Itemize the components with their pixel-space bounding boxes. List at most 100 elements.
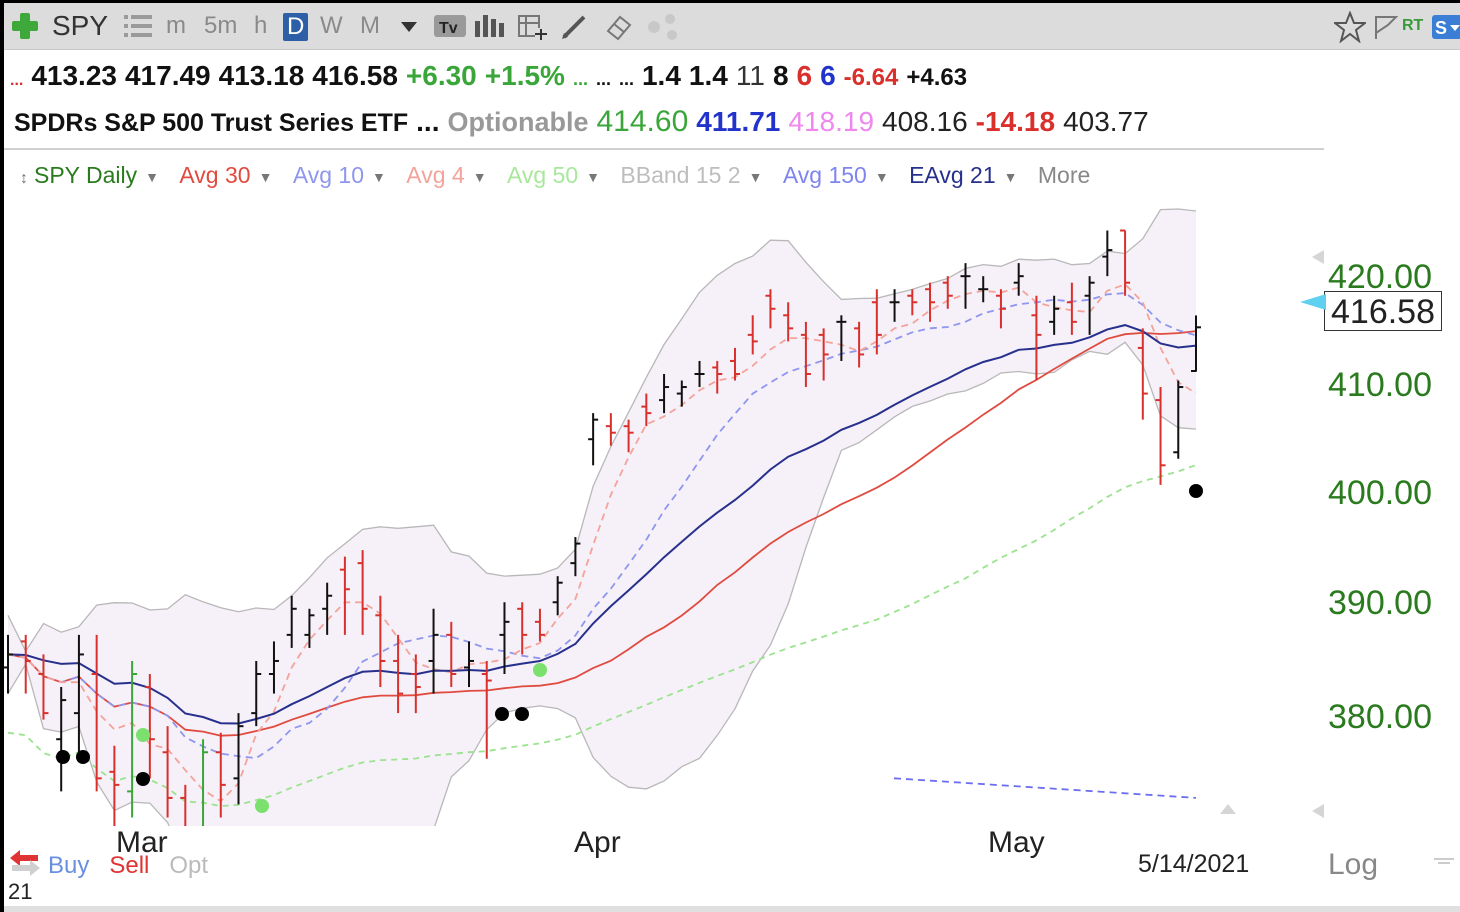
price-bar <box>73 634 84 753</box>
avg4-line <box>7 283 1197 803</box>
list-icon[interactable] <box>124 13 152 47</box>
legend-avg30[interactable]: Avg 30 ▼ <box>179 160 272 192</box>
share-icon[interactable] <box>646 13 680 47</box>
legend-eavg21[interactable]: EAvg 21 ▼ <box>909 160 1017 192</box>
text-toggle-icon[interactable]: Tv <box>434 13 466 47</box>
buy-button[interactable]: Buy <box>48 851 90 879</box>
legend-more-button[interactable]: More <box>1037 162 1091 188</box>
scroll-up-icon[interactable] <box>1218 802 1238 816</box>
quote-change: +6.30 <box>405 60 477 91</box>
quote-count-6-blue: 6 <box>820 60 836 91</box>
interval-hour[interactable]: h <box>254 12 268 39</box>
price-bar <box>1120 229 1131 296</box>
chevron-down-icon[interactable]: ▼ <box>472 168 487 185</box>
avg10-line <box>7 292 1197 760</box>
chevron-down-icon[interactable]: ▼ <box>874 168 889 185</box>
price-bar <box>942 276 953 309</box>
legend-spy-daily[interactable]: ↕ SPY Daily ▼ <box>20 160 159 194</box>
toolbar: SPY m 5m h D W M Tv RT S <box>4 3 1460 50</box>
legend-bband[interactable]: BBand 15 2 ▼ <box>620 160 762 192</box>
quote-change-pct: +1.5% <box>484 60 565 91</box>
x-label-apr: Apr <box>574 826 621 859</box>
realtime-label[interactable]: RT <box>1402 17 1424 34</box>
interval-daily[interactable]: D <box>283 13 309 41</box>
legend-avg10[interactable]: Avg 10 ▼ <box>293 160 386 192</box>
log-scale-toggle[interactable]: Log <box>1328 848 1379 881</box>
trade-arrows-icon[interactable] <box>8 848 42 885</box>
legend-avg150[interactable]: Avg 150 ▼ <box>783 160 889 192</box>
scroll-left-icon[interactable] <box>1310 802 1326 820</box>
price-bar <box>162 726 173 818</box>
avg50-line <box>7 464 1197 808</box>
add-study-icon[interactable] <box>518 13 548 47</box>
chevron-down-icon[interactable]: ▼ <box>372 168 386 185</box>
quote-ellipsis-3: ... <box>618 69 634 89</box>
add-symbol-icon[interactable] <box>10 11 40 45</box>
quote-line: ... 413.23 417.49 413.18 416.58 +6.30 +1.5%...… <box>10 58 975 94</box>
quote-count-11: 11 <box>735 60 765 91</box>
scroll-up-left-icon[interactable] <box>1310 248 1326 266</box>
eraser-icon[interactable] <box>604 13 634 47</box>
legend-avg4[interactable]: Avg 4 ▼ <box>406 160 486 192</box>
price-bar <box>1155 387 1166 485</box>
interval-dropdown-icon[interactable] <box>400 13 418 47</box>
interval-minute[interactable]: m <box>166 12 186 39</box>
signal-dot <box>56 750 70 764</box>
bar-chart-icon[interactable] <box>474 13 504 47</box>
chevron-down-icon[interactable]: ▼ <box>145 168 159 185</box>
price-bars <box>4 229 1201 826</box>
menu-lines-icon[interactable] <box>1434 856 1454 866</box>
price-bar <box>4 634 13 694</box>
y-tick-410: 410.00 <box>1328 366 1432 404</box>
alert-flag-icon[interactable] <box>1374 13 1398 47</box>
avg30-line <box>7 330 1197 737</box>
interval-5min[interactable]: 5m <box>204 12 238 39</box>
price-bar <box>268 641 279 694</box>
favorite-star-icon[interactable] <box>1334 11 1366 45</box>
sell-button[interactable]: Sell <box>109 851 150 879</box>
price-bar <box>960 263 971 309</box>
signal-dot <box>136 728 150 742</box>
interval-weekly[interactable]: W <box>320 12 343 39</box>
chevron-down-icon[interactable]: ▼ <box>748 168 763 185</box>
quote-positive: +4.63 <box>906 64 968 91</box>
quote-ellipsis-1: ... <box>572 69 588 89</box>
chevron-down-icon[interactable]: ▼ <box>258 168 273 185</box>
info-line: SPDRs S&P 500 Trust Series ETF... Optiona… <box>14 104 1157 140</box>
price-bar <box>481 660 492 759</box>
price-chart[interactable] <box>4 196 1304 826</box>
price-bar <box>357 550 368 635</box>
price-bar <box>836 315 847 361</box>
price-bar <box>127 660 138 818</box>
price-bar <box>871 289 882 355</box>
study-legend: ↕ SPY Daily ▼ Avg 30 ▼ Avg 10 ▼ Avg 4 ▼ Avg 5… <box>20 160 1104 190</box>
price-bar <box>20 634 31 694</box>
symbol-label[interactable]: SPY <box>52 10 109 41</box>
legend-avg150-label: Avg 150 <box>782 162 867 188</box>
legend-avg50[interactable]: Avg 50 ▼ <box>507 160 600 192</box>
bottom-scrollbar[interactable] <box>4 906 1460 912</box>
info-price-6: 403.77 <box>1063 106 1149 137</box>
legend-avg30-label: Avg 30 <box>179 162 251 188</box>
interval-monthly[interactable]: M <box>360 12 380 39</box>
price-bar <box>907 289 918 316</box>
current-price-arrow-icon <box>1300 294 1326 310</box>
bar-count-label: 21 <box>8 879 33 904</box>
chevron-down-icon[interactable]: ▼ <box>586 168 600 185</box>
chevron-down-icon[interactable]: ▼ <box>1003 168 1018 185</box>
header-divider <box>4 148 1324 150</box>
price-bar <box>322 582 333 635</box>
price-bar <box>676 380 687 407</box>
legend-bband-label: BBand 15 2 <box>620 162 741 188</box>
price-bar <box>1049 295 1060 335</box>
svg-text:Tv: Tv <box>439 20 458 37</box>
price-bar <box>925 282 936 322</box>
signal-dot <box>255 799 269 813</box>
price-bar <box>393 634 404 714</box>
draw-pencil-icon[interactable] <box>560 13 590 47</box>
option-button[interactable]: Opt <box>169 851 209 879</box>
reorder-icon[interactable]: ↕ <box>20 170 28 187</box>
price-bar <box>517 602 528 655</box>
stock-settings-icon[interactable]: S <box>1432 13 1460 47</box>
info-price-5: -14.18 <box>975 106 1056 137</box>
